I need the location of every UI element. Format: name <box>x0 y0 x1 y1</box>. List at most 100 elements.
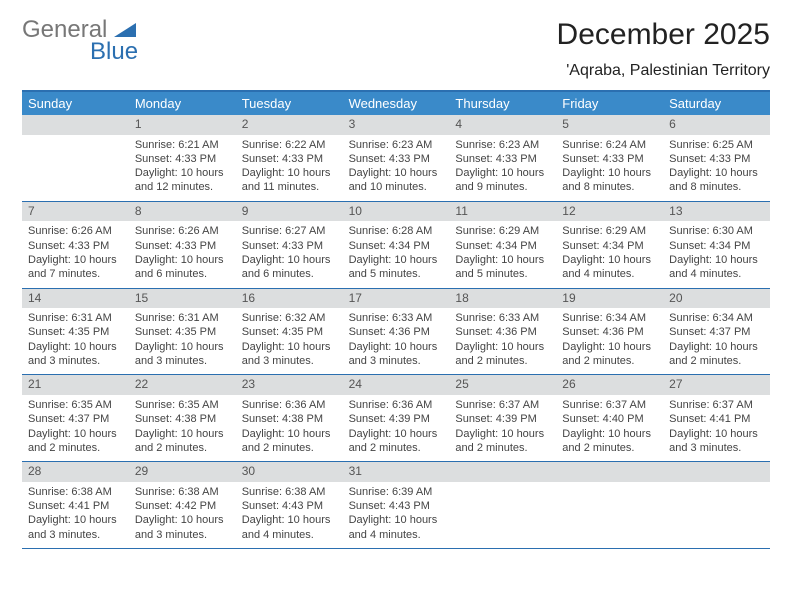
day-number: 25 <box>449 375 556 395</box>
day-number: 28 <box>22 462 129 482</box>
day-details: Sunrise: 6:37 AMSunset: 4:39 PMDaylight:… <box>449 395 556 461</box>
day-number: 7 <box>22 202 129 222</box>
calendar-cell: 22Sunrise: 6:35 AMSunset: 4:38 PMDayligh… <box>129 375 236 461</box>
calendar-cell: 29Sunrise: 6:38 AMSunset: 4:42 PMDayligh… <box>129 462 236 548</box>
calendar-cell: 21Sunrise: 6:35 AMSunset: 4:37 PMDayligh… <box>22 375 129 461</box>
day-details: Sunrise: 6:38 AMSunset: 4:43 PMDaylight:… <box>236 482 343 548</box>
day-details: Sunrise: 6:24 AMSunset: 4:33 PMDaylight:… <box>556 135 663 201</box>
day-number: 21 <box>22 375 129 395</box>
calendar-cell: 5Sunrise: 6:24 AMSunset: 4:33 PMDaylight… <box>556 115 663 201</box>
calendar-cell: 28Sunrise: 6:38 AMSunset: 4:41 PMDayligh… <box>22 462 129 548</box>
day-details: Sunrise: 6:23 AMSunset: 4:33 PMDaylight:… <box>343 135 450 201</box>
page-title: December 2025 <box>557 18 770 52</box>
day-details: Sunrise: 6:36 AMSunset: 4:39 PMDaylight:… <box>343 395 450 461</box>
day-details: Sunrise: 6:21 AMSunset: 4:33 PMDaylight:… <box>129 135 236 201</box>
calendar-cell: 30Sunrise: 6:38 AMSunset: 4:43 PMDayligh… <box>236 462 343 548</box>
day-of-week-header: SundayMondayTuesdayWednesdayThursdayFrid… <box>22 92 770 115</box>
day-details: Sunrise: 6:31 AMSunset: 4:35 PMDaylight:… <box>129 308 236 374</box>
day-number: 14 <box>22 289 129 309</box>
day-number: 5 <box>556 115 663 135</box>
day-number: 16 <box>236 289 343 309</box>
day-details: Sunrise: 6:38 AMSunset: 4:42 PMDaylight:… <box>129 482 236 548</box>
calendar-cell <box>449 462 556 548</box>
day-number: 29 <box>129 462 236 482</box>
day-number: 17 <box>343 289 450 309</box>
calendar-cell: 20Sunrise: 6:34 AMSunset: 4:37 PMDayligh… <box>663 289 770 375</box>
calendar-cell: 11Sunrise: 6:29 AMSunset: 4:34 PMDayligh… <box>449 202 556 288</box>
day-details: Sunrise: 6:37 AMSunset: 4:40 PMDaylight:… <box>556 395 663 461</box>
calendar-cell: 27Sunrise: 6:37 AMSunset: 4:41 PMDayligh… <box>663 375 770 461</box>
day-number: 19 <box>556 289 663 309</box>
day-number <box>556 462 663 482</box>
day-number: 31 <box>343 462 450 482</box>
day-details: Sunrise: 6:34 AMSunset: 4:36 PMDaylight:… <box>556 308 663 374</box>
calendar-cell: 6Sunrise: 6:25 AMSunset: 4:33 PMDaylight… <box>663 115 770 201</box>
day-number: 10 <box>343 202 450 222</box>
day-details: Sunrise: 6:32 AMSunset: 4:35 PMDaylight:… <box>236 308 343 374</box>
day-number: 15 <box>129 289 236 309</box>
calendar-cell: 14Sunrise: 6:31 AMSunset: 4:35 PMDayligh… <box>22 289 129 375</box>
day-details: Sunrise: 6:31 AMSunset: 4:35 PMDaylight:… <box>22 308 129 374</box>
calendar-week: 14Sunrise: 6:31 AMSunset: 4:35 PMDayligh… <box>22 288 770 375</box>
day-number <box>22 115 129 135</box>
calendar-cell: 2Sunrise: 6:22 AMSunset: 4:33 PMDaylight… <box>236 115 343 201</box>
calendar-week: 1Sunrise: 6:21 AMSunset: 4:33 PMDaylight… <box>22 115 770 201</box>
day-number: 3 <box>343 115 450 135</box>
calendar-cell: 3Sunrise: 6:23 AMSunset: 4:33 PMDaylight… <box>343 115 450 201</box>
calendar-week: 21Sunrise: 6:35 AMSunset: 4:37 PMDayligh… <box>22 374 770 461</box>
calendar-cell: 13Sunrise: 6:30 AMSunset: 4:34 PMDayligh… <box>663 202 770 288</box>
calendar-cell: 26Sunrise: 6:37 AMSunset: 4:40 PMDayligh… <box>556 375 663 461</box>
dow-cell: Monday <box>129 92 236 115</box>
day-details: Sunrise: 6:26 AMSunset: 4:33 PMDaylight:… <box>22 221 129 287</box>
day-details: Sunrise: 6:29 AMSunset: 4:34 PMDaylight:… <box>556 221 663 287</box>
calendar: SundayMondayTuesdayWednesdayThursdayFrid… <box>22 90 770 549</box>
day-details: Sunrise: 6:34 AMSunset: 4:37 PMDaylight:… <box>663 308 770 374</box>
day-details: Sunrise: 6:28 AMSunset: 4:34 PMDaylight:… <box>343 221 450 287</box>
calendar-cell: 16Sunrise: 6:32 AMSunset: 4:35 PMDayligh… <box>236 289 343 375</box>
day-number: 11 <box>449 202 556 222</box>
logo: General Blue <box>22 18 138 64</box>
day-number: 4 <box>449 115 556 135</box>
day-number <box>449 462 556 482</box>
day-number: 23 <box>236 375 343 395</box>
calendar-cell: 12Sunrise: 6:29 AMSunset: 4:34 PMDayligh… <box>556 202 663 288</box>
day-details: Sunrise: 6:36 AMSunset: 4:38 PMDaylight:… <box>236 395 343 461</box>
calendar-cell: 17Sunrise: 6:33 AMSunset: 4:36 PMDayligh… <box>343 289 450 375</box>
calendar-cell: 9Sunrise: 6:27 AMSunset: 4:33 PMDaylight… <box>236 202 343 288</box>
day-number: 27 <box>663 375 770 395</box>
day-details: Sunrise: 6:38 AMSunset: 4:41 PMDaylight:… <box>22 482 129 548</box>
dow-cell: Tuesday <box>236 92 343 115</box>
day-details: Sunrise: 6:23 AMSunset: 4:33 PMDaylight:… <box>449 135 556 201</box>
day-number: 30 <box>236 462 343 482</box>
calendar-cell: 25Sunrise: 6:37 AMSunset: 4:39 PMDayligh… <box>449 375 556 461</box>
day-details: Sunrise: 6:26 AMSunset: 4:33 PMDaylight:… <box>129 221 236 287</box>
day-number: 9 <box>236 202 343 222</box>
day-number: 24 <box>343 375 450 395</box>
day-number: 22 <box>129 375 236 395</box>
calendar-cell: 4Sunrise: 6:23 AMSunset: 4:33 PMDaylight… <box>449 115 556 201</box>
day-details: Sunrise: 6:39 AMSunset: 4:43 PMDaylight:… <box>343 482 450 548</box>
day-details: Sunrise: 6:33 AMSunset: 4:36 PMDaylight:… <box>449 308 556 374</box>
calendar-cell <box>556 462 663 548</box>
day-number: 18 <box>449 289 556 309</box>
dow-cell: Sunday <box>22 92 129 115</box>
day-number <box>663 462 770 482</box>
calendar-cell <box>663 462 770 548</box>
day-details: Sunrise: 6:29 AMSunset: 4:34 PMDaylight:… <box>449 221 556 287</box>
day-number: 2 <box>236 115 343 135</box>
day-number: 20 <box>663 289 770 309</box>
calendar-week: 28Sunrise: 6:38 AMSunset: 4:41 PMDayligh… <box>22 461 770 548</box>
calendar-cell: 24Sunrise: 6:36 AMSunset: 4:39 PMDayligh… <box>343 375 450 461</box>
calendar-cell <box>22 115 129 201</box>
calendar-cell: 19Sunrise: 6:34 AMSunset: 4:36 PMDayligh… <box>556 289 663 375</box>
dow-cell: Saturday <box>663 92 770 115</box>
day-number: 6 <box>663 115 770 135</box>
logo-word-2: Blue <box>90 40 138 64</box>
day-number: 1 <box>129 115 236 135</box>
day-details: Sunrise: 6:37 AMSunset: 4:41 PMDaylight:… <box>663 395 770 461</box>
day-number: 8 <box>129 202 236 222</box>
day-number: 12 <box>556 202 663 222</box>
calendar-week: 7Sunrise: 6:26 AMSunset: 4:33 PMDaylight… <box>22 201 770 288</box>
dow-cell: Thursday <box>449 92 556 115</box>
calendar-cell: 8Sunrise: 6:26 AMSunset: 4:33 PMDaylight… <box>129 202 236 288</box>
